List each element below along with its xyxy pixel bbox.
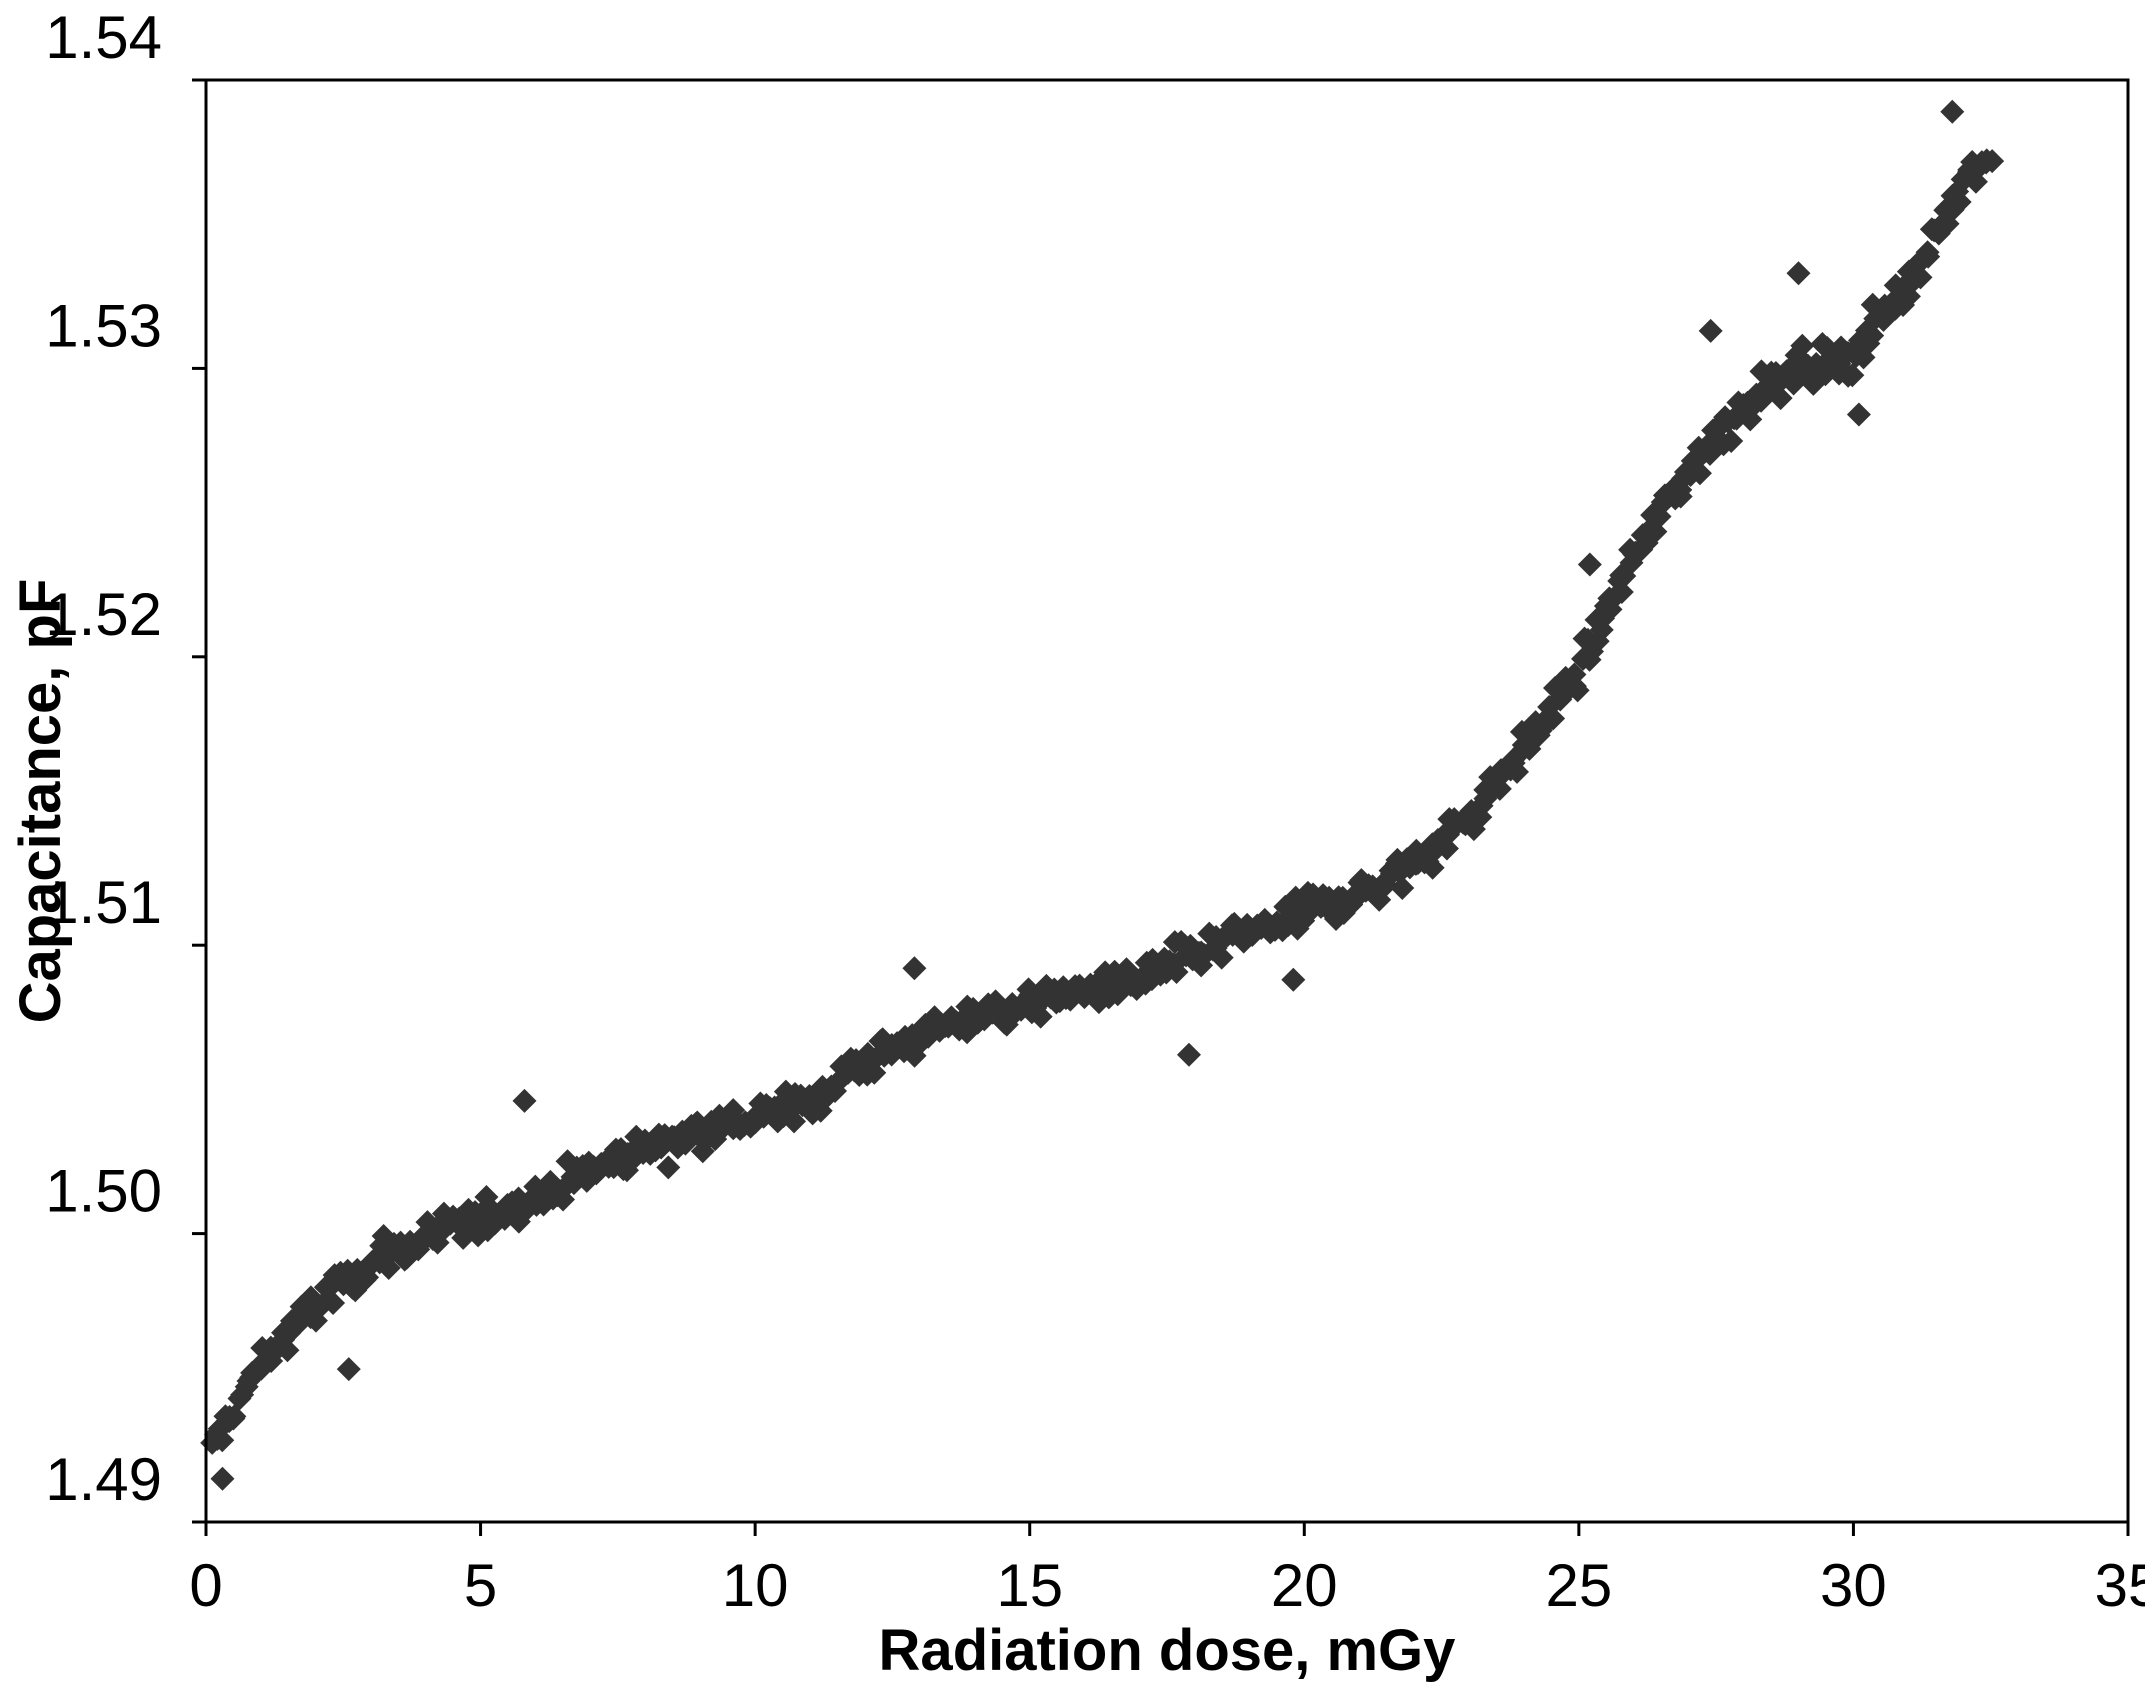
scatter-point (1589, 617, 1614, 642)
scatter-point (1698, 318, 1723, 343)
scatter-point (1565, 678, 1590, 703)
x-axis-title: Radiation dose, mGy (879, 1618, 1456, 1683)
scatter-point (1505, 759, 1530, 784)
scatter-point (1577, 552, 1602, 577)
scatter-point (656, 1155, 681, 1180)
scatter-point (862, 1060, 887, 1085)
y-tick-label: 1.49 (45, 1446, 162, 1513)
x-tick-label: 30 (1820, 1552, 1887, 1619)
scatter-point (1846, 402, 1871, 427)
x-tick-label: 5 (464, 1552, 497, 1619)
x-tick-label: 0 (189, 1552, 222, 1619)
scatter-point (512, 1088, 537, 1113)
scatter-point (1768, 386, 1793, 411)
scatter-point (1028, 1004, 1053, 1029)
scatter-point (492, 1206, 517, 1231)
y-axis-title: Capacitance, pF (8, 579, 73, 1024)
scatter-point (1786, 261, 1811, 286)
scatter-point (1940, 99, 1965, 124)
y-axis-ticks (192, 78, 206, 1524)
scatter-point (210, 1428, 235, 1453)
x-axis-tick-labels: 0 5 10 15 20 25 30 35 (189, 1552, 2145, 1619)
scatter-point (321, 1290, 346, 1315)
scatter-point (222, 1404, 247, 1429)
scatter-point (1908, 265, 1933, 290)
scatter-point (1790, 333, 1815, 358)
scatter-point (1719, 429, 1744, 454)
y-tick-label: 1.54 (45, 4, 162, 71)
x-tick-label: 35 (2095, 1552, 2145, 1619)
scatter-point (275, 1338, 300, 1363)
scatter-point (1980, 149, 2005, 174)
y-tick-label: 1.53 (45, 292, 162, 359)
scatter-point (1541, 706, 1566, 731)
scatter-point (210, 1466, 235, 1491)
scatter-point (1915, 240, 1940, 265)
scatter-point (782, 1109, 807, 1134)
scatter-point (1687, 461, 1712, 486)
scatter-point (1434, 836, 1459, 861)
y-tick-label: 1.50 (45, 1158, 162, 1225)
scatter-point (1281, 967, 1306, 992)
x-tick-label: 10 (722, 1552, 789, 1619)
x-axis-ticks (204, 1522, 2130, 1536)
y-tick-label: 1.52 (45, 581, 162, 648)
scatter-point (1209, 945, 1234, 970)
x-tick-label: 20 (1271, 1552, 1338, 1619)
scatter-point (1609, 579, 1634, 604)
scatter-point (1487, 776, 1512, 801)
y-axis-tick-labels: 1.49 1.50 1.51 1.52 1.53 1.54 (45, 4, 162, 1513)
scatter-point (376, 1255, 401, 1280)
plot-frame (204, 78, 2130, 1524)
scatter-point (1860, 323, 1885, 348)
y-tick-label: 1.51 (45, 869, 162, 936)
scatter-point (1176, 1042, 1201, 1067)
scatter-point (1164, 960, 1189, 985)
x-tick-label: 15 (996, 1552, 1063, 1619)
scatter-point (1390, 875, 1415, 900)
x-tick-label: 25 (1545, 1552, 1612, 1619)
scatter-point (1420, 855, 1445, 880)
scatter-point (336, 1357, 361, 1382)
scatter-point (1947, 189, 1972, 214)
scatter-point (721, 1098, 746, 1123)
scatter-point (902, 956, 927, 981)
data-points (200, 99, 2005, 1491)
scatter-point (1840, 363, 1865, 388)
